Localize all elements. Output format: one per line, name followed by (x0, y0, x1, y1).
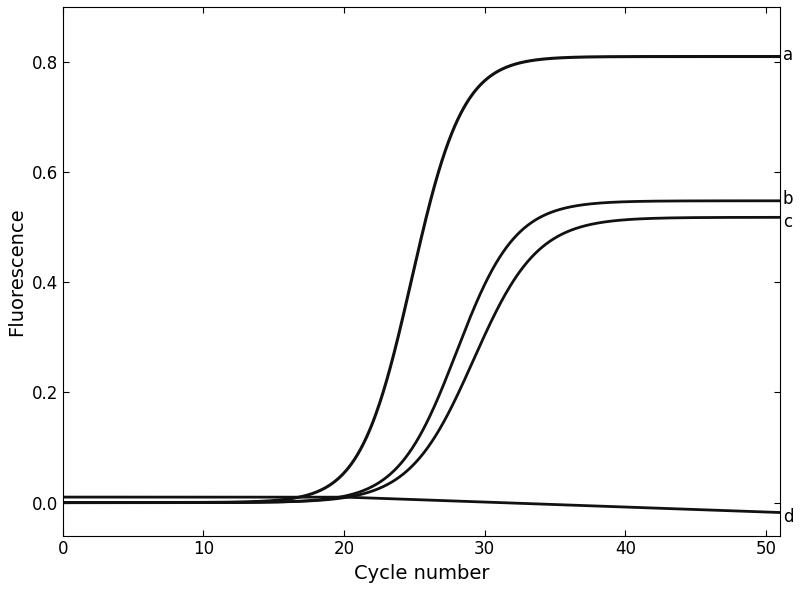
Text: b: b (783, 189, 794, 208)
Y-axis label: Fluorescence: Fluorescence (7, 207, 26, 336)
Text: d: d (783, 508, 794, 526)
Text: a: a (783, 47, 793, 64)
X-axis label: Cycle number: Cycle number (354, 564, 489, 583)
Text: c: c (783, 213, 792, 231)
